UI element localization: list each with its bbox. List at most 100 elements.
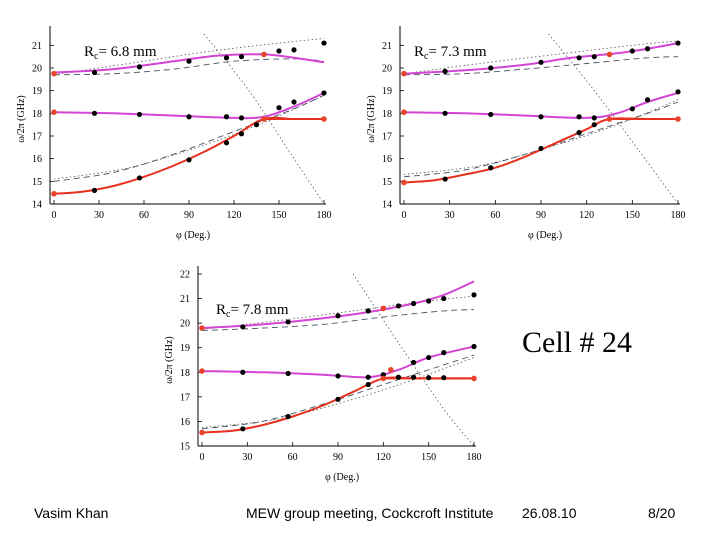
y-tick-label: 18	[32, 109, 42, 120]
chart-title: Rc= 6.8 mm	[84, 44, 157, 62]
y-tick-label: 17	[32, 132, 42, 143]
data-point	[136, 64, 143, 70]
data-point	[223, 55, 230, 61]
data-point	[488, 111, 494, 118]
y-axis-label: ω/2π (GHz)	[16, 95, 27, 142]
data-point	[591, 54, 597, 60]
x-tick-label: 90	[184, 210, 194, 221]
chart-2: 0 30 60 90 120 150 180 14 15 16 17 18 19 20 21 φ (Deg.)…	[366, 26, 686, 241]
y-tick-label: 16	[382, 154, 392, 165]
data-point	[395, 374, 402, 380]
x-tick-label: 30	[94, 210, 104, 221]
data-point	[186, 114, 192, 120]
data-point	[91, 187, 98, 193]
y-tick-label: 18	[180, 368, 190, 379]
data-point-red	[401, 109, 407, 115]
data-point	[441, 295, 447, 302]
y-tick-label: 16	[180, 417, 190, 428]
y-tick-label: 18	[382, 109, 392, 120]
data-point	[238, 54, 245, 60]
y-tick-label: 21	[32, 41, 42, 52]
data-point	[136, 111, 143, 118]
x-tick-label: 180	[467, 452, 482, 463]
data-point-red	[199, 429, 205, 436]
data-point	[591, 115, 597, 121]
data-point	[576, 130, 582, 136]
data-point-red	[471, 375, 477, 382]
chart-1: 0 30 60 90 120 150 180 14 15 16 17 18 19 20 21 φ (Deg.)…	[16, 26, 332, 241]
y-tick-label: 20	[382, 64, 392, 75]
data-point	[91, 110, 98, 116]
data-point	[136, 175, 143, 181]
data-point-red	[388, 367, 394, 373]
data-point	[186, 157, 192, 163]
x-tick-label: 180	[671, 210, 686, 221]
data-point	[335, 396, 341, 402]
fit-line-middle	[53, 91, 325, 120]
data-point	[591, 122, 597, 128]
data-point	[441, 350, 447, 356]
data-point	[629, 48, 635, 54]
data-point	[410, 300, 417, 307]
fit-line-lower	[53, 116, 324, 195]
x-tick-label: 60	[490, 210, 500, 221]
y-tick-label: 19	[180, 343, 190, 354]
data-point-red	[51, 191, 57, 197]
x-tick-label: 90	[333, 452, 343, 463]
dotted-guide-line	[201, 295, 475, 330]
data-point	[291, 47, 297, 53]
x-tick-label: 180	[317, 210, 332, 221]
x-tick-label: 150	[421, 452, 436, 463]
data-point	[223, 140, 230, 146]
data-point-red	[51, 70, 57, 77]
data-point	[471, 292, 477, 298]
y-tick-label: 21	[180, 294, 190, 305]
data-point	[276, 48, 282, 54]
y-tick-label: 19	[382, 86, 392, 97]
y-tick-label: 17	[382, 132, 392, 143]
data-point	[426, 354, 432, 361]
data-point	[276, 105, 282, 111]
footer-event: MEW group meeting, Cockcroft Institute	[246, 505, 494, 521]
data-point	[253, 122, 260, 128]
chart-title: Rc= 7.8 mm	[216, 302, 289, 320]
data-point	[335, 313, 341, 319]
x-tick-label: 150	[272, 210, 287, 221]
y-tick-label: 14	[382, 200, 392, 211]
x-tick-label: 0	[52, 210, 57, 221]
x-tick-label: 90	[536, 210, 546, 221]
x-tick-label: 30	[242, 452, 252, 463]
data-point	[426, 375, 432, 381]
data-point	[291, 99, 297, 105]
footer-date: 26.08.10	[522, 505, 577, 521]
data-point	[442, 176, 448, 182]
data-point	[538, 59, 544, 65]
data-point	[365, 308, 371, 314]
y-tick-label: 20	[180, 319, 190, 330]
footer-page: 8/20	[648, 505, 676, 521]
dashed-line	[53, 94, 325, 182]
x-tick-label: 120	[376, 452, 391, 463]
x-tick-label: 120	[579, 210, 594, 221]
data-point	[240, 324, 246, 330]
dotted-guide-line	[53, 38, 325, 76]
data-point	[442, 68, 448, 74]
data-point	[488, 165, 494, 171]
y-axis-label: ω/2π (GHz)	[366, 95, 377, 142]
data-point	[238, 115, 245, 121]
dashed-line	[403, 56, 679, 76]
data-point	[223, 114, 230, 120]
data-point	[395, 303, 402, 309]
x-tick-label: 120	[227, 210, 242, 221]
data-point	[91, 69, 98, 76]
data-point	[285, 319, 291, 325]
data-point	[644, 46, 651, 52]
data-point	[186, 58, 192, 64]
data-point-red	[261, 116, 267, 122]
data-point	[426, 298, 432, 304]
dotted-guide-line	[53, 94, 325, 180]
y-axis-label: ω/2π (GHz)	[164, 336, 175, 383]
data-point	[410, 359, 417, 366]
data-point-red	[401, 70, 407, 77]
